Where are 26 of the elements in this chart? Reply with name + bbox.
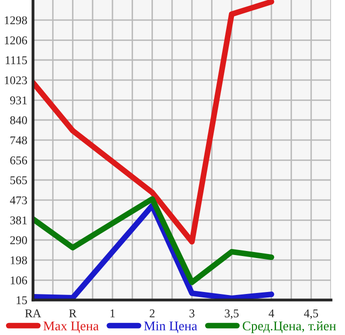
y-tick-label: 473 xyxy=(10,196,27,204)
y-tick-label: 931 xyxy=(10,96,27,104)
x-tick-label: 3,5 xyxy=(224,309,239,320)
x-tick-label: 2 xyxy=(150,309,154,318)
y-tick-label: 1298 xyxy=(4,16,27,24)
y-tick-label: 106 xyxy=(10,276,28,284)
y-tick-label: 381 xyxy=(10,216,27,224)
x-tick-label: 3 xyxy=(190,309,194,318)
y-tick-label: 748 xyxy=(10,136,27,144)
x-tick-label: R xyxy=(69,309,77,318)
x-tick-label: 4,5 xyxy=(304,309,318,320)
y-tick-label: 565 xyxy=(10,176,27,184)
x-tick-label: RA xyxy=(25,309,42,318)
y-tick-label: 15 xyxy=(16,296,27,304)
legend-label: Min Цена xyxy=(144,322,198,334)
x-tick-label: 4 xyxy=(268,309,274,318)
y-tick-label: 656 xyxy=(10,156,28,164)
y-tick-label: 290 xyxy=(10,236,27,244)
y-tick-label: 198 xyxy=(10,256,27,264)
x-tick-label: 1 xyxy=(110,309,115,318)
legend-label: Сред.Цена, т.йен xyxy=(242,321,336,334)
y-tick-label: 1115 xyxy=(6,56,27,64)
y-tick-label: 1023 xyxy=(4,76,27,84)
y-tick-label: 840 xyxy=(10,116,27,124)
y-tick-label: 1206 xyxy=(4,36,28,44)
legend-label: Max Цена xyxy=(43,322,99,334)
